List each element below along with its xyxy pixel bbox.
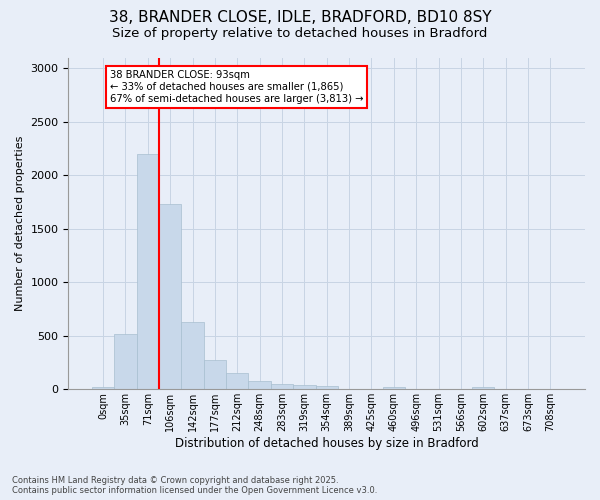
Bar — [226, 372, 248, 390]
Bar — [293, 385, 316, 390]
Text: 38 BRANDER CLOSE: 93sqm
← 33% of detached houses are smaller (1,865)
67% of semi: 38 BRANDER CLOSE: 93sqm ← 33% of detache… — [110, 70, 363, 104]
Bar — [248, 380, 271, 390]
Bar — [204, 360, 226, 390]
Bar — [181, 322, 204, 390]
Bar — [271, 384, 293, 390]
Text: 38, BRANDER CLOSE, IDLE, BRADFORD, BD10 8SY: 38, BRANDER CLOSE, IDLE, BRADFORD, BD10 … — [109, 10, 491, 25]
Bar — [472, 387, 494, 390]
Text: Contains HM Land Registry data © Crown copyright and database right 2025.
Contai: Contains HM Land Registry data © Crown c… — [12, 476, 377, 495]
Bar — [383, 387, 405, 390]
Bar — [159, 204, 181, 390]
Bar — [114, 334, 137, 390]
Bar — [92, 387, 114, 390]
Text: Size of property relative to detached houses in Bradford: Size of property relative to detached ho… — [112, 28, 488, 40]
Y-axis label: Number of detached properties: Number of detached properties — [15, 136, 25, 311]
Bar — [316, 386, 338, 390]
X-axis label: Distribution of detached houses by size in Bradford: Distribution of detached houses by size … — [175, 437, 479, 450]
Bar — [137, 154, 159, 390]
